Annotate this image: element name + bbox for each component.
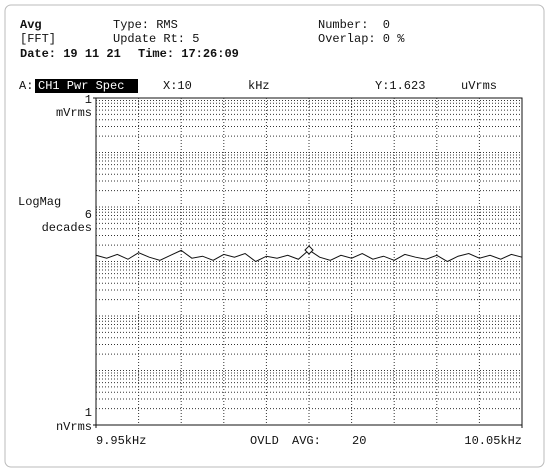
span: 6 — [85, 208, 92, 222]
y-tick-label: 1 — [85, 93, 92, 107]
window: [FFT] — [20, 32, 56, 46]
y-tick-label: 1 — [85, 406, 92, 420]
ovld: OVLD — [250, 434, 279, 448]
mode: Avg — [20, 18, 42, 32]
date: 19 11 21 — [63, 47, 121, 61]
date-line: Date: 19 11 21 Time: 17:26:09 — [20, 47, 239, 61]
date-label: Date: — [20, 47, 56, 61]
frame — [4, 4, 545, 468]
update: Update Rt: 5 — [113, 32, 199, 46]
x-readout-value: 10 — [177, 79, 191, 93]
avg: 20 — [352, 434, 366, 448]
measurement-box — [35, 79, 138, 93]
x-tick-label: 9.95kHz — [96, 434, 146, 448]
type: Type: RMS — [113, 18, 178, 32]
time-label: Time: — [138, 47, 174, 61]
y-axis-label: LogMag — [18, 195, 61, 209]
marker — [304, 245, 314, 255]
trace-label: A: — [19, 79, 33, 93]
y-unit: uVrms — [461, 79, 497, 93]
time: 17:26:09 — [181, 47, 239, 61]
bottom-unit: nVrms — [56, 420, 92, 434]
overlap: Overlap: 0 % — [318, 32, 405, 46]
x-readout-label: X: — [163, 79, 177, 93]
y-readout-value: 1.623 — [389, 79, 425, 93]
top-unit: mVrms — [56, 106, 92, 120]
x-tick-label: 10.05kHz — [464, 434, 522, 448]
y-readout: Y:1.623 — [375, 79, 425, 93]
number: Number: 0 — [318, 18, 390, 32]
span-unit: decades — [42, 221, 92, 235]
y-readout-label: Y: — [375, 79, 389, 93]
x-unit: kHz — [248, 79, 270, 93]
avg-label: AVG: — [292, 434, 321, 448]
x-readout: X:10 — [163, 79, 192, 93]
measurement: CH1 Pwr Spec — [38, 79, 124, 93]
